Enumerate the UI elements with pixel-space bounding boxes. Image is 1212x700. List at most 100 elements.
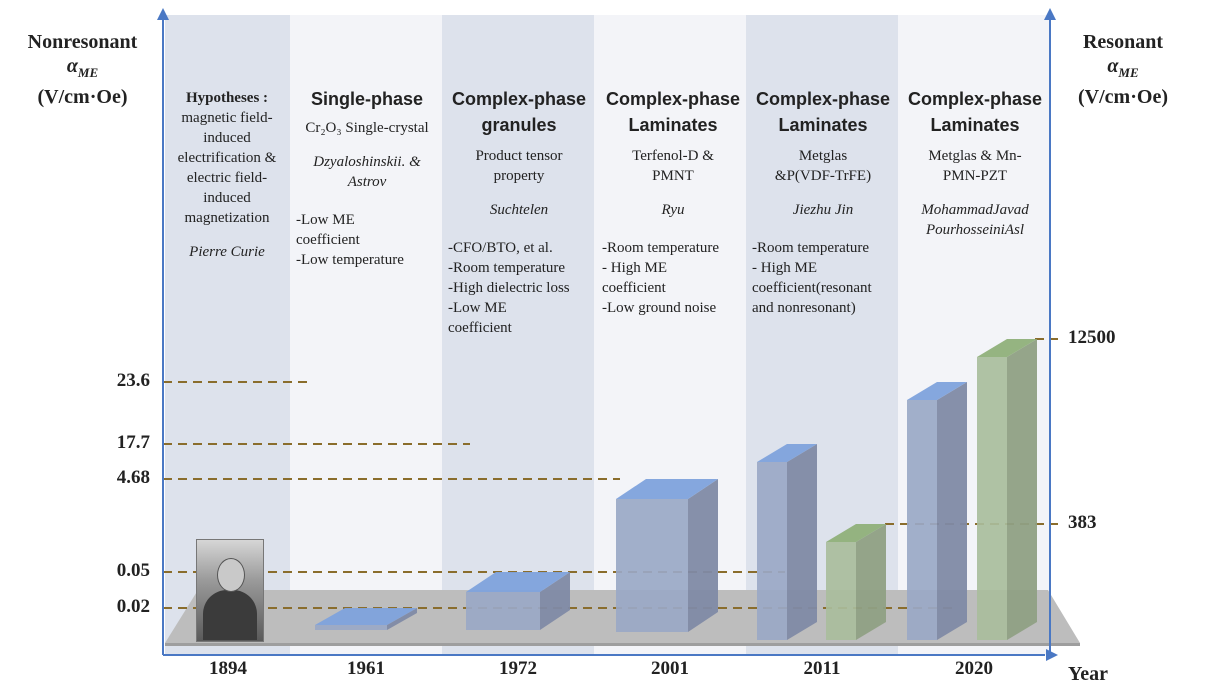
resonant-bar-2011-top	[826, 524, 886, 542]
era-properties: -Room temperature - High ME coefficient(re…	[748, 238, 898, 318]
era-properties: -Room temperature - High ME coefficient -Lo…	[598, 238, 748, 318]
x-axis-title: Year	[1068, 663, 1108, 685]
era-author-line: Jiezhu Jin	[792, 202, 854, 218]
nonresonant-bar-1972-front	[466, 592, 540, 630]
era-property-line: -Low temperature	[296, 252, 404, 268]
era-text-1894: Hypotheses : magnetic field-induced electr…	[166, 88, 288, 262]
alpha-symbol: α	[66, 55, 78, 77]
era-title-line: Complex-phase	[755, 89, 891, 109]
era-title-line: Complex-phase	[907, 89, 1043, 109]
era-desc-line: Terfenol-D &	[632, 148, 714, 164]
era-text-2011: Complex-phase Laminates Metglas &P(VDF-TrFE…	[748, 86, 898, 318]
alpha-symbol: α	[1107, 55, 1119, 77]
nonresonant-bar-2020-top	[907, 382, 967, 400]
left-axis-arrow	[157, 8, 169, 20]
era-author-line: Suchtelen	[489, 202, 549, 218]
x-tick-label-1972: 1972	[499, 658, 537, 679]
era-desc-line: Cr₂O₃ Single-crystal	[305, 120, 429, 136]
era-author: Jiezhu Jin	[748, 200, 898, 220]
nonresonant-bar-1961-side	[387, 608, 417, 630]
era-desc-line: induced	[203, 190, 251, 206]
era-property-line: coefficient	[296, 232, 360, 248]
nonresonant-bar-2020-front	[907, 400, 937, 640]
era-property-line: -Room temperature	[448, 260, 566, 276]
era-desc-line: Metglas & Mn-	[928, 148, 1022, 164]
era-properties: -CFO/BTO, et al. -Room temperature -High d…	[444, 238, 594, 338]
era-property-line: -Low ME	[448, 300, 507, 316]
era-property-line: -CFO/BTO, et al.	[448, 240, 553, 256]
era-author-line: Dzyaloshinskii. &	[313, 154, 421, 170]
era-author-line: PourhosseiniAsl	[925, 222, 1025, 238]
era-desc-line: Metglas	[798, 148, 848, 164]
era-desc: Metglas &P(VDF-TrFE)	[748, 146, 898, 186]
era-desc: Product tensor property	[444, 146, 594, 186]
x-tick-label-2011: 2011	[803, 658, 841, 679]
era-text-2020: Complex-phase Laminates Metglas & Mn- PMN-P…	[900, 86, 1050, 240]
era-desc: Terfenol-D & PMNT	[598, 146, 748, 186]
left-tick-label-0.02: 0.02	[116, 596, 150, 617]
era-title-line: Laminates	[778, 115, 868, 135]
x-tick-label-2001: 2001	[651, 658, 689, 679]
nonresonant-bar-1961-top	[315, 608, 417, 625]
era-property-line: -Room temperature	[602, 240, 720, 256]
era-desc-line: Product tensor	[475, 148, 563, 164]
era-desc-line: magnetization	[184, 210, 270, 226]
era-author-line: MohammadJavad	[921, 202, 1029, 218]
era-heading: Hypotheses :	[185, 90, 269, 106]
era-property-line: coefficient	[602, 280, 666, 296]
era-author: MohammadJavad PourhosseiniAsl	[900, 200, 1050, 240]
resonant-bar-2020-side	[1007, 339, 1037, 640]
alpha-subscript: ME	[77, 65, 99, 80]
era-author-line: Ryu	[661, 202, 685, 218]
era-property-line: - High ME	[602, 260, 667, 276]
resonant-bar-2020-front	[977, 357, 1007, 640]
nonresonant-bar-1972-side	[540, 572, 570, 630]
resonant-bar-2011-side	[856, 524, 886, 640]
portrait-body	[203, 590, 257, 640]
era-properties: -Low ME coefficient -Low temperature	[292, 210, 442, 270]
era-desc-line: PMNT	[652, 168, 694, 184]
era-title-line: Single-phase	[310, 89, 424, 109]
left-axis-unit: (V/cm·Oe)	[37, 86, 128, 108]
x-tick-label-1894: 1894	[209, 658, 247, 679]
x-tick-label-1961: 1961	[347, 658, 385, 679]
nonresonant-bar-1961-front	[315, 625, 387, 630]
era-property-line: -High dielectric loss	[448, 280, 570, 296]
x-axis-arrow	[1046, 649, 1058, 661]
era-author: Ryu	[598, 200, 748, 220]
era-author-line: Astrov	[347, 174, 387, 190]
era-desc-line: electrification &	[177, 150, 277, 166]
era-desc: Metglas & Mn- PMN-PZT	[900, 146, 1050, 186]
column-band-1961	[290, 15, 442, 655]
era-property-line: -Room temperature	[752, 240, 870, 256]
right-axis-unit: (V/cm·Oe)	[1078, 86, 1168, 108]
era-author: Pierre Curie	[189, 244, 265, 260]
left-tick-label-0.05: 0.05	[116, 560, 150, 581]
portrait-head	[217, 558, 245, 592]
era-desc-line: induced	[203, 130, 251, 146]
era-text-1961: Single-phase Cr₂O₃ Single-crystal Dzyalosh…	[292, 86, 442, 270]
era-author: Suchtelen	[444, 200, 594, 220]
era-title-line: Complex-phase	[605, 89, 741, 109]
era-desc-line: property	[493, 168, 545, 184]
right-axis-title-line1: Resonant	[1082, 31, 1163, 53]
nonresonant-bar-2011-front	[757, 462, 787, 640]
era-title: Complex-phase Laminates	[900, 86, 1050, 138]
column-band-1972	[442, 15, 594, 655]
alpha-subscript: ME	[1118, 65, 1139, 80]
era-title-line: granules	[481, 115, 557, 135]
nonresonant-bar-2011-side	[787, 444, 817, 640]
nonresonant-bar-2020-side	[937, 382, 967, 640]
resonant-bar-2011-front	[826, 542, 856, 640]
x-tick-label-2020: 2020	[955, 658, 993, 679]
pierre-curie-portrait	[196, 539, 264, 642]
era-text-1972: Complex-phase granules Product tensor prope…	[444, 86, 594, 338]
era-desc: Cr₂O₃ Single-crystal	[292, 118, 442, 138]
right-axis-title: Resonant αME (V/cm·Oe)	[1058, 30, 1188, 109]
era-property-line: -Low ground noise	[602, 300, 717, 316]
era-desc-line: electric field-	[186, 170, 268, 186]
era-text-2001: Complex-phase Laminates Terfenol-D & PMNT Ry…	[598, 86, 748, 318]
nonresonant-bar-2011-top	[757, 444, 817, 462]
